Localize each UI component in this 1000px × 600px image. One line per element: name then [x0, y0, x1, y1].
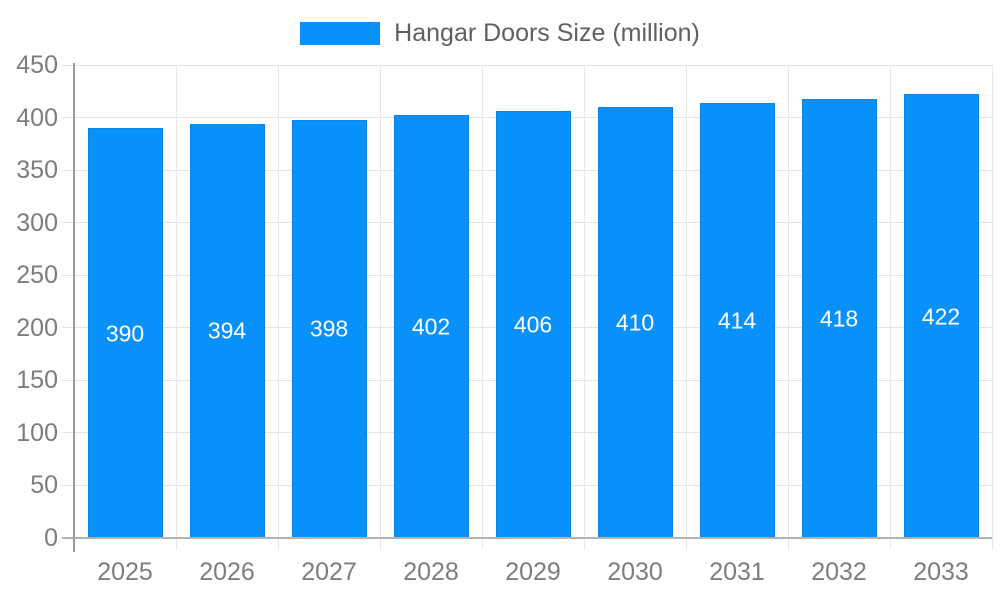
- y-tick-label: 0: [44, 524, 58, 552]
- x-tick-label: 2027: [301, 558, 357, 586]
- v-gridline: [379, 65, 381, 550]
- bar-2033[interactable]: 422: [903, 94, 979, 538]
- bar-value-label: 402: [411, 313, 451, 340]
- bar-2031[interactable]: 414: [699, 102, 775, 538]
- bar-value-label: 406: [513, 311, 553, 338]
- v-gridline: [481, 65, 483, 550]
- plot-area: 390 394 398 402 406 410 414 418 422: [62, 63, 993, 552]
- y-tick-label: 300: [16, 208, 58, 237]
- legend-item[interactable]: Hangar Doors Size (million): [0, 19, 1000, 48]
- x-axis-line: [62, 537, 992, 539]
- v-gridline: [991, 65, 993, 550]
- h-gridline: [62, 64, 992, 66]
- v-gridline: [685, 65, 687, 550]
- x-tick-label: 2033: [913, 558, 969, 586]
- v-gridline: [583, 65, 585, 550]
- bar-2029[interactable]: 406: [495, 111, 571, 538]
- legend-label: Hangar Doors Size (million): [394, 19, 700, 47]
- x-tick-label: 2032: [811, 558, 867, 586]
- y-axis-line: [73, 63, 75, 552]
- bar-value-label: 422: [921, 303, 961, 330]
- legend-swatch: [300, 22, 381, 45]
- v-gridline: [277, 65, 279, 550]
- y-tick-label: 100: [16, 418, 58, 447]
- x-tick-label: 2026: [199, 558, 255, 586]
- bar-value-label: 410: [615, 309, 655, 336]
- y-tick-label: 50: [30, 471, 58, 500]
- bar-value-label: 398: [309, 315, 349, 342]
- bar-2026[interactable]: 394: [189, 123, 265, 538]
- bar-value-label: 418: [819, 305, 859, 332]
- y-tick-label: 150: [16, 366, 58, 395]
- y-tick-label: 250: [16, 261, 58, 290]
- x-tick-label: 2029: [505, 558, 561, 586]
- x-tick-label: 2030: [607, 558, 663, 586]
- y-tick-label: 200: [16, 313, 58, 342]
- x-tick-label: 2028: [403, 558, 459, 586]
- y-tick-label: 400: [16, 103, 58, 132]
- bar-value-label: 414: [717, 307, 757, 334]
- bar-2025[interactable]: 390: [87, 128, 163, 538]
- bar-2027[interactable]: 398: [291, 119, 367, 538]
- x-tick-label: 2031: [709, 558, 765, 586]
- y-tick-label: 350: [16, 156, 58, 185]
- bar-2028[interactable]: 402: [393, 115, 469, 538]
- bar-2032[interactable]: 418: [801, 98, 877, 538]
- bar-value-label: 390: [105, 320, 145, 347]
- bar-2030[interactable]: 410: [597, 107, 673, 538]
- v-gridline: [787, 65, 789, 550]
- y-tick-label: 450: [16, 51, 58, 79]
- v-gridline: [889, 65, 891, 550]
- v-gridline: [175, 65, 177, 550]
- bar-value-label: 394: [207, 317, 247, 344]
- x-tick-label: 2025: [97, 558, 153, 586]
